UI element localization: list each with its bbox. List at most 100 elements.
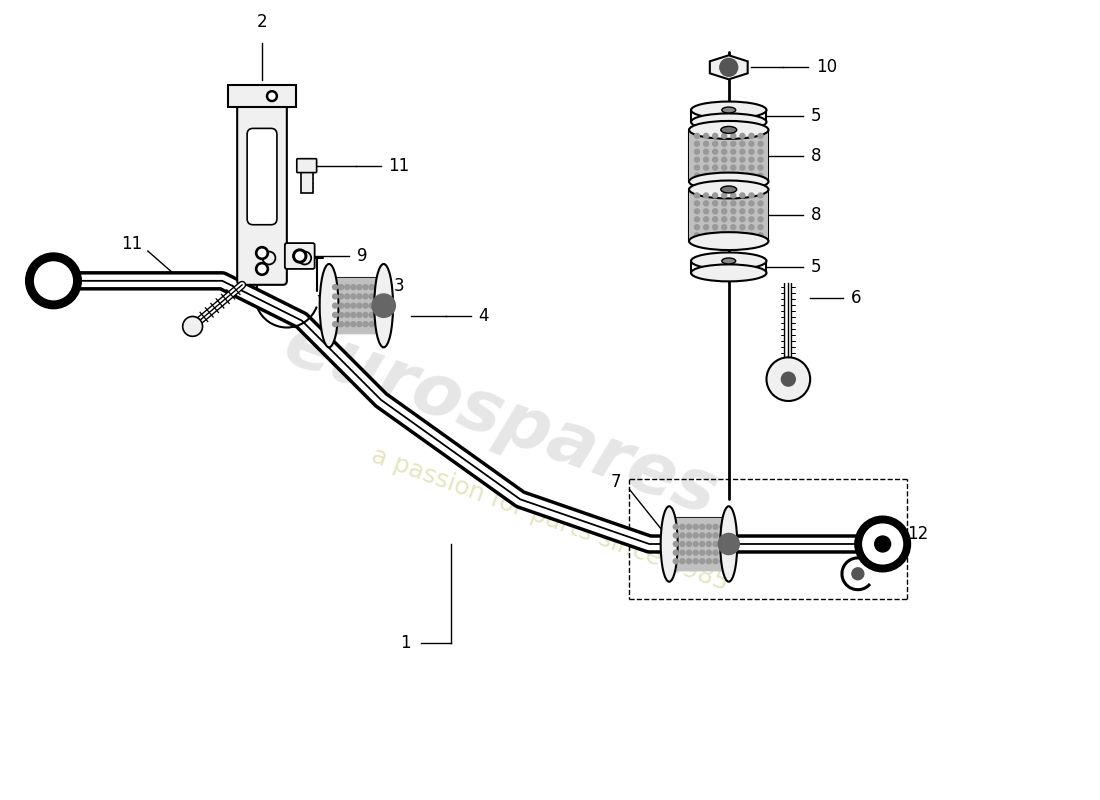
Circle shape: [706, 533, 712, 538]
Circle shape: [713, 173, 717, 178]
Circle shape: [339, 313, 343, 318]
Text: 11: 11: [122, 235, 143, 253]
Circle shape: [704, 233, 708, 238]
Text: 5: 5: [811, 107, 822, 125]
Circle shape: [851, 568, 864, 580]
Circle shape: [339, 303, 343, 308]
Circle shape: [740, 193, 745, 198]
Circle shape: [706, 524, 712, 530]
Circle shape: [758, 201, 763, 206]
Circle shape: [270, 93, 275, 99]
Circle shape: [758, 225, 763, 230]
Circle shape: [693, 533, 698, 538]
Circle shape: [749, 134, 754, 138]
Circle shape: [740, 201, 745, 206]
Circle shape: [255, 246, 268, 259]
Circle shape: [740, 233, 745, 238]
Circle shape: [713, 533, 718, 538]
Circle shape: [740, 209, 745, 214]
Circle shape: [694, 173, 700, 178]
Circle shape: [719, 524, 725, 530]
Circle shape: [758, 134, 763, 138]
Circle shape: [713, 233, 717, 238]
Ellipse shape: [320, 264, 339, 347]
Circle shape: [758, 165, 763, 170]
Circle shape: [700, 524, 705, 530]
Text: 12: 12: [908, 525, 928, 543]
Ellipse shape: [720, 126, 737, 134]
Circle shape: [749, 201, 754, 206]
Circle shape: [686, 550, 692, 555]
Text: 5: 5: [811, 258, 822, 276]
Text: 10: 10: [816, 58, 837, 76]
Circle shape: [700, 533, 705, 538]
Circle shape: [718, 534, 739, 554]
Circle shape: [673, 524, 679, 530]
Circle shape: [694, 142, 700, 146]
Ellipse shape: [722, 258, 736, 264]
Circle shape: [368, 322, 374, 326]
Circle shape: [730, 233, 736, 238]
Text: 6: 6: [851, 289, 861, 306]
Circle shape: [368, 313, 374, 318]
Circle shape: [730, 193, 736, 198]
Circle shape: [704, 134, 708, 138]
Circle shape: [700, 550, 705, 555]
Circle shape: [693, 558, 698, 564]
Circle shape: [680, 550, 685, 555]
Circle shape: [344, 294, 350, 299]
Text: a passion for parts since 1985: a passion for parts since 1985: [368, 443, 732, 595]
Circle shape: [356, 322, 362, 326]
Circle shape: [686, 558, 692, 564]
Circle shape: [694, 150, 700, 154]
Circle shape: [296, 252, 304, 260]
Circle shape: [719, 58, 738, 76]
Circle shape: [356, 313, 362, 318]
Circle shape: [363, 285, 367, 290]
Circle shape: [686, 533, 692, 538]
Circle shape: [686, 524, 692, 530]
Circle shape: [722, 217, 727, 222]
Circle shape: [749, 193, 754, 198]
Circle shape: [722, 150, 727, 154]
Text: 1: 1: [400, 634, 411, 652]
Circle shape: [368, 294, 374, 299]
Circle shape: [694, 225, 700, 230]
Circle shape: [730, 142, 736, 146]
Circle shape: [258, 250, 266, 257]
Circle shape: [351, 322, 355, 326]
Circle shape: [749, 225, 754, 230]
Circle shape: [694, 217, 700, 222]
Circle shape: [749, 150, 754, 154]
Circle shape: [704, 225, 708, 230]
Circle shape: [730, 134, 736, 138]
Circle shape: [694, 165, 700, 170]
Ellipse shape: [691, 264, 767, 282]
Circle shape: [722, 134, 727, 138]
Circle shape: [758, 150, 763, 154]
Circle shape: [339, 285, 343, 290]
Circle shape: [332, 322, 338, 326]
Circle shape: [740, 165, 745, 170]
FancyBboxPatch shape: [297, 158, 317, 173]
Circle shape: [722, 225, 727, 230]
Circle shape: [332, 285, 338, 290]
Circle shape: [332, 313, 338, 318]
Circle shape: [719, 533, 725, 538]
Circle shape: [258, 265, 266, 273]
Circle shape: [740, 142, 745, 146]
Circle shape: [673, 558, 679, 564]
Circle shape: [781, 372, 795, 386]
Circle shape: [722, 142, 727, 146]
Circle shape: [700, 558, 705, 564]
Circle shape: [356, 294, 362, 299]
Circle shape: [332, 294, 338, 299]
Circle shape: [686, 542, 692, 546]
Circle shape: [758, 173, 763, 178]
Circle shape: [293, 249, 307, 263]
Circle shape: [730, 225, 736, 230]
Circle shape: [719, 550, 725, 555]
Ellipse shape: [661, 506, 678, 582]
Text: 7: 7: [610, 474, 621, 491]
Circle shape: [749, 142, 754, 146]
